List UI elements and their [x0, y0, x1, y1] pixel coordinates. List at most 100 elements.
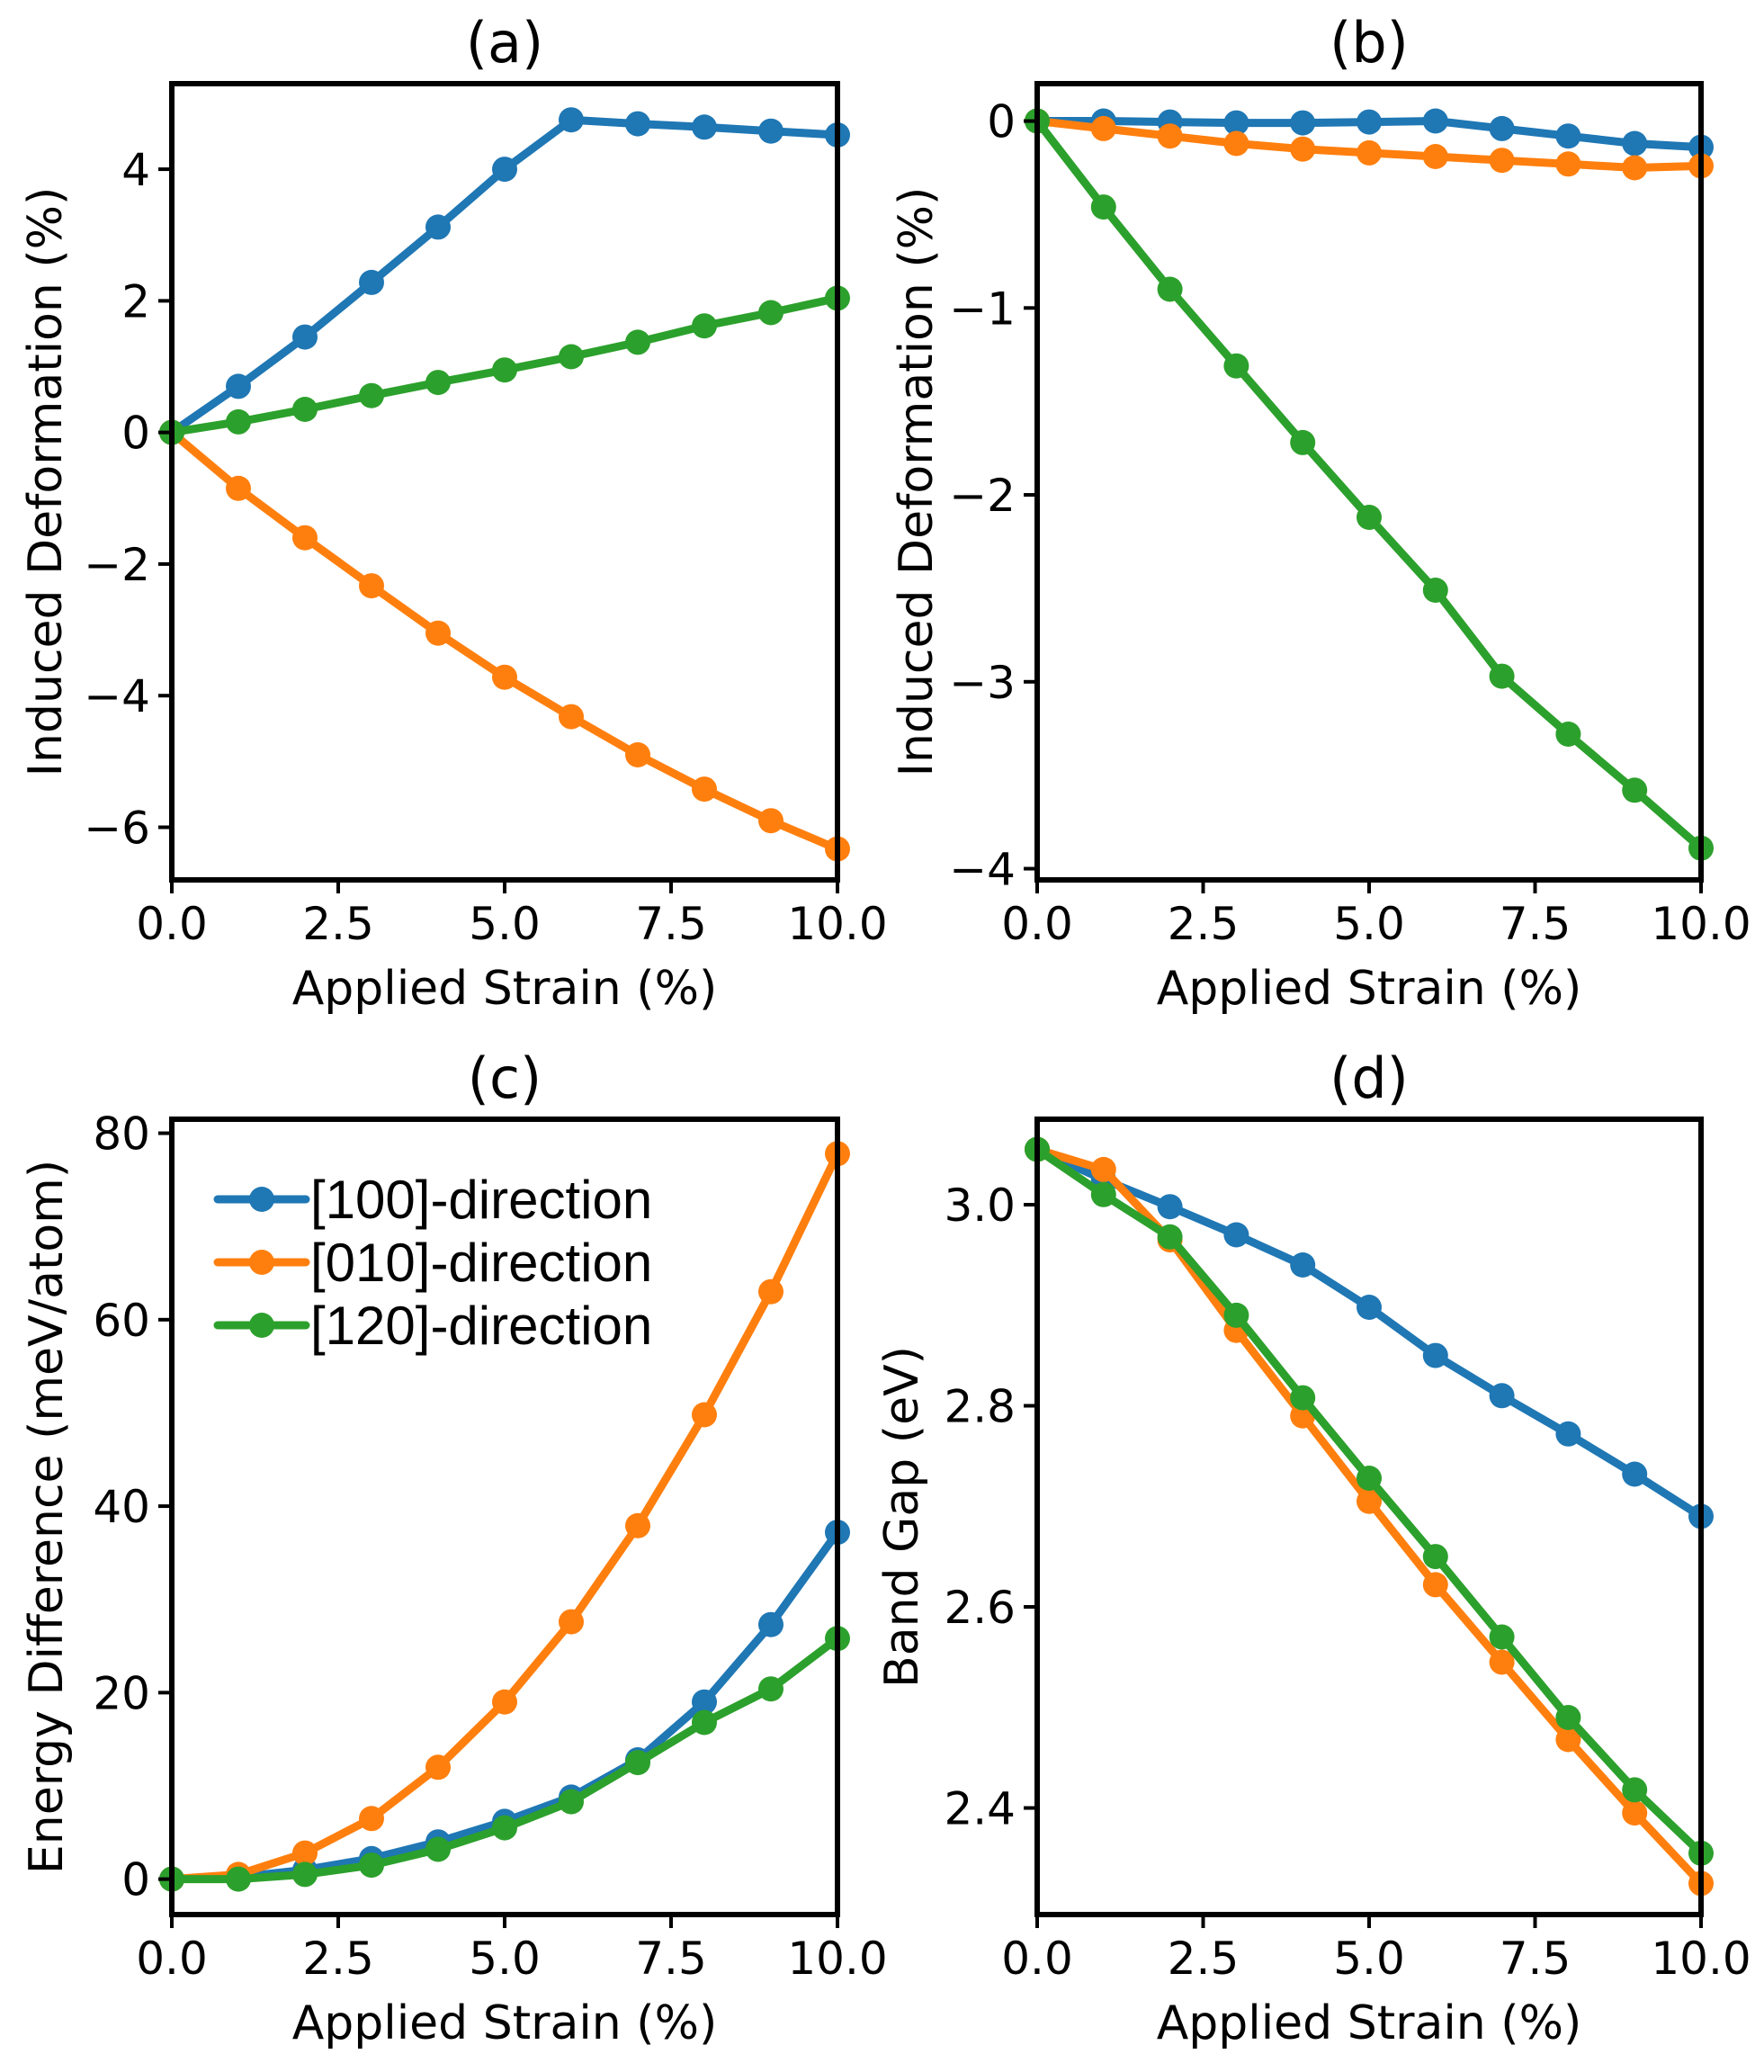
data-point-120	[359, 1852, 384, 1879]
data-point-100	[625, 111, 650, 137]
data-point-120	[1357, 505, 1382, 530]
panel-title: (a)	[466, 10, 543, 76]
data-point-010	[692, 1402, 717, 1428]
data-point-010	[1157, 123, 1183, 149]
legend-marker-100	[249, 1187, 274, 1212]
x-tick-label: 10.0	[787, 1933, 887, 1985]
y-tick-label: 2.4	[944, 1783, 1016, 1835]
data-point-120	[758, 1676, 784, 1702]
data-point-120	[1555, 1705, 1581, 1730]
data-point-010	[1357, 139, 1382, 166]
data-point-010	[492, 1689, 517, 1715]
panel-d: 0.0 2.5 5.0 7.5 10.0 2.4 2.6 2.8 3.0 (d) Applied S…	[875, 1045, 1751, 2050]
y-tick-label: 2.8	[944, 1381, 1016, 1433]
legend: [100]-direction[010]-direction[120]-dire…	[213, 1170, 652, 1356]
data-point-100	[1555, 1421, 1581, 1447]
data-point-010	[1555, 1727, 1581, 1753]
panel-a: 0.0 2.5 5.0 7.5 10.0 −6 −4 −2 0 2 4 (a) Applied Stra…	[19, 10, 888, 1016]
y-tick-label: 2	[121, 275, 150, 327]
y-tick-label: 20	[93, 1667, 150, 1719]
panel-title: (d)	[1330, 1045, 1409, 1111]
data-point-010	[559, 1609, 584, 1635]
data-point-010	[425, 620, 451, 646]
y-tick-label: 0	[121, 1854, 150, 1906]
data-point-120	[1223, 353, 1249, 379]
legend-marker-120	[249, 1313, 274, 1338]
data-point-120	[425, 1836, 451, 1862]
data-point-010	[1357, 1488, 1382, 1514]
y-axis-label: Energy Difference (meV/atom)	[20, 1160, 74, 1874]
data-point-120	[1622, 1777, 1648, 1803]
data-point-010	[425, 1754, 451, 1780]
data-point-100	[692, 114, 717, 140]
data-point-100	[359, 269, 384, 295]
y-tick-label: −4	[949, 844, 1016, 896]
y-tick-label: 2.6	[944, 1582, 1016, 1634]
data-point-010	[1090, 115, 1116, 141]
y-tick-label: −1	[949, 283, 1016, 335]
data-point-120	[1090, 1181, 1116, 1207]
data-point-120	[1090, 194, 1116, 220]
data-point-010	[625, 1512, 650, 1538]
data-point-010	[1622, 1800, 1648, 1826]
data-point-100	[1622, 1461, 1648, 1487]
y-tick-label: −4	[84, 670, 150, 722]
x-tick-label: 5.0	[1333, 898, 1405, 950]
data-point-100	[1290, 110, 1316, 136]
data-point-010	[1223, 130, 1249, 157]
data-point-100	[226, 373, 251, 399]
data-point-100	[1357, 109, 1382, 135]
data-point-120	[625, 329, 650, 355]
data-point-100	[1223, 110, 1249, 136]
legend-label-010: [010]-direction	[310, 1233, 652, 1293]
x-tick-label: 5.0	[469, 1933, 541, 1985]
data-point-010	[1489, 148, 1515, 174]
data-point-010	[226, 475, 251, 501]
data-point-100	[1422, 108, 1448, 134]
data-point-100	[1357, 1295, 1382, 1320]
data-point-100	[1489, 115, 1515, 141]
data-point-010	[1622, 155, 1648, 181]
legend-label-100: [100]-direction	[310, 1170, 652, 1230]
data-point-100	[692, 1689, 717, 1715]
data-point-120	[1489, 1624, 1515, 1650]
x-tick-label: 2.5	[1168, 898, 1240, 950]
data-point-010	[1422, 144, 1448, 169]
data-point-010	[1489, 1649, 1515, 1675]
data-point-120	[1422, 1544, 1448, 1570]
series-line-120	[167, 1634, 842, 1884]
data-point-120	[1157, 276, 1183, 302]
data-point-010	[559, 704, 584, 730]
data-point-100	[559, 107, 584, 133]
data-point-100	[1422, 1342, 1448, 1368]
data-point-100	[1223, 1222, 1249, 1248]
x-tick-label: 10.0	[1651, 898, 1751, 950]
y-axis-label: Band Gap (eV)	[875, 1346, 929, 1688]
x-tick-label: 7.5	[635, 898, 707, 950]
y-tick-label: −3	[949, 657, 1016, 709]
data-point-120	[1157, 1224, 1183, 1250]
x-tick-label: 0.0	[136, 1933, 208, 1985]
x-tick-label: 10.0	[787, 898, 887, 950]
data-point-100	[292, 324, 318, 350]
legend-label-120: [120]-direction	[310, 1296, 652, 1356]
data-point-010	[292, 1840, 318, 1866]
data-point-120	[1622, 777, 1648, 803]
panel-c: 0.0 2.5 5.0 7.5 10.0 0 20 40 60 80 (c) Applied Stra…	[20, 1045, 888, 2050]
data-point-010	[292, 525, 318, 551]
data-point-120	[1422, 578, 1448, 603]
data-point-100	[758, 118, 784, 144]
x-tick-label: 5.0	[1333, 1933, 1405, 1985]
data-point-010	[758, 808, 784, 834]
series-group	[1025, 1136, 1714, 1897]
y-tick-label: −6	[84, 802, 150, 854]
data-point-010	[1290, 136, 1316, 162]
series-line-010	[1033, 1145, 1706, 1888]
data-point-010	[1422, 1572, 1448, 1598]
y-axis-label: Induced Deformation (%)	[19, 187, 73, 777]
x-tick-label: 2.5	[1168, 1933, 1240, 1985]
data-point-010	[492, 664, 517, 690]
series-group	[159, 1141, 850, 1892]
data-point-010	[1555, 151, 1581, 177]
